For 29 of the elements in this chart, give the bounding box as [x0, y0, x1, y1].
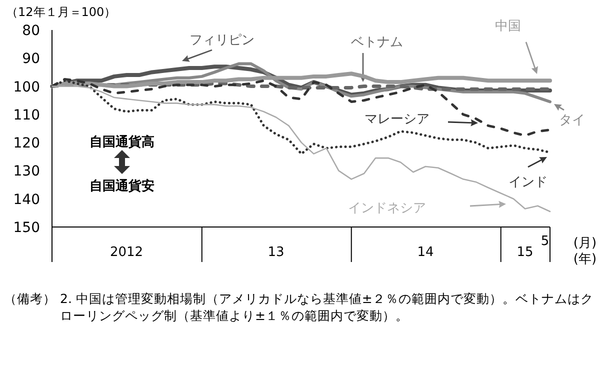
y-tick-label: 100 — [13, 79, 40, 96]
y-tick-label: 130 — [13, 164, 40, 180]
x-tick-label: 13 — [268, 245, 284, 260]
text: (年) — [573, 252, 597, 267]
x-tick-label: 2012 — [110, 245, 144, 260]
text: 中国 — [495, 19, 521, 34]
x-tick-label: 14 — [417, 245, 434, 260]
y-tick-label: 150 — [13, 220, 40, 236]
series-label: マレーシア — [364, 112, 430, 127]
line-series — [50, 72, 552, 88]
text: （備考） — [4, 291, 56, 306]
text: ベトナム — [351, 35, 403, 50]
x-tick-label: 15 — [516, 245, 534, 260]
legend-label: タイ — [559, 113, 585, 128]
annotation: 自国通貨安 — [90, 178, 154, 194]
text: (月) — [573, 236, 597, 251]
text: 5 — [540, 234, 550, 249]
y-tick-label: 80 — [22, 23, 40, 39]
series-label: フィリピン — [190, 33, 254, 48]
y-axis-title: （12年１月＝100） — [6, 5, 116, 19]
y-tick-label: 90 — [22, 51, 40, 68]
y-tick-label: 110 — [13, 107, 40, 124]
line-series — [51, 86, 551, 212]
y-tick-label: 120 — [13, 136, 40, 152]
annotation: 自国通貨高 — [90, 134, 154, 150]
series-label: インドネシア — [348, 201, 426, 216]
text: 2. 中国は管理変動相場制（アメリカドルなら基準値±２％の範囲内で変動）。ベトナムはクローリングペッグ制（基準値より±１％の範囲内で変動）。 — [60, 290, 594, 324]
legend-label: インド — [508, 175, 548, 190]
y-tick-label: 140 — [13, 192, 40, 208]
